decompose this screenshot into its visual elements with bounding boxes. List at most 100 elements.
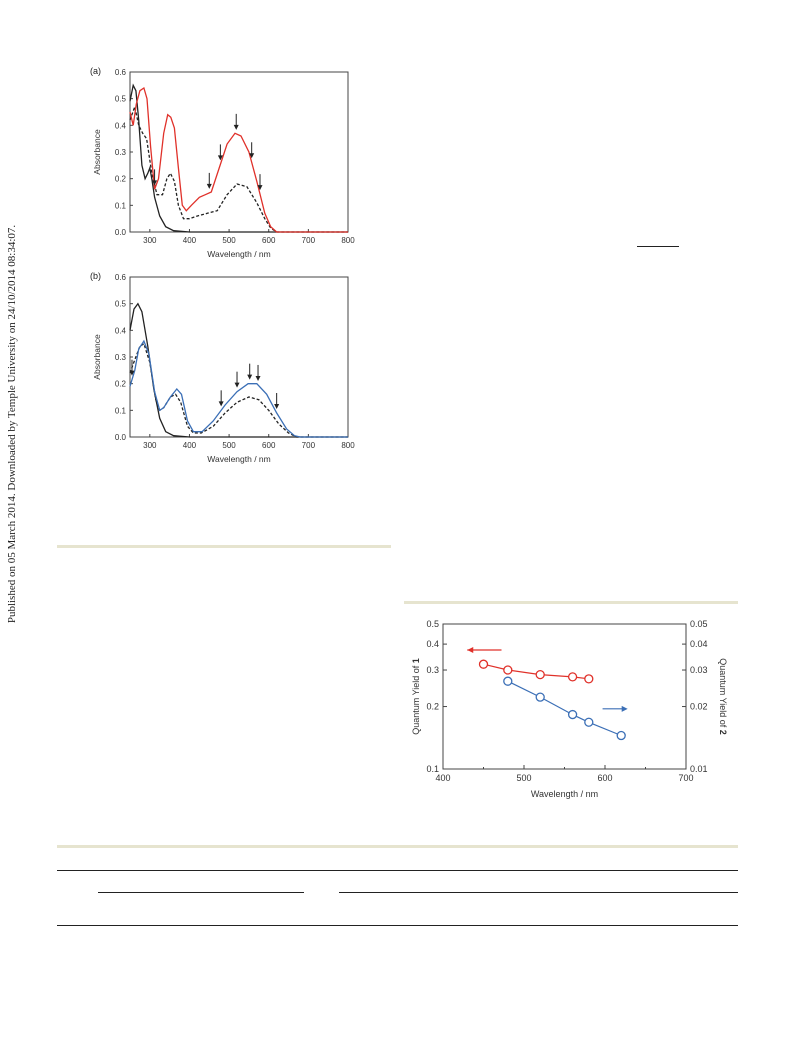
table-group-rule-left [98, 892, 304, 893]
arrow-head [206, 183, 212, 189]
y-right-axis-label-text: Quantum Yield of [718, 658, 728, 730]
y-tick-label: 0.0 [115, 433, 127, 442]
x-tick-label: 300 [143, 441, 157, 450]
annotation-arrow [234, 371, 240, 388]
y-tick-label: 0.6 [115, 68, 127, 77]
data-point [584, 674, 594, 684]
arrow-head [255, 375, 261, 381]
y-left-tick-label: 0.2 [426, 702, 439, 712]
annotation-arrow [247, 363, 253, 380]
series-line [129, 302, 348, 438]
y-right-tick-label: 0.01 [690, 764, 708, 774]
data-point [567, 672, 578, 682]
y-right-tick-label: 0.05 [690, 619, 708, 629]
arrow-head [217, 155, 223, 161]
data-point [535, 692, 545, 702]
y-left-tick-label: 0.4 [426, 639, 439, 649]
x-tick-label: 500 [516, 773, 531, 783]
arrow-head [257, 185, 263, 191]
series-line [129, 339, 348, 438]
arrow-head [247, 374, 253, 380]
x-tick-label: 500 [222, 441, 236, 450]
y-left-tick-label: 0.3 [426, 665, 439, 675]
y-right-tick-label: 0.04 [690, 639, 708, 649]
annotation-arrow [257, 174, 263, 191]
y-tick-label: 0.5 [115, 95, 127, 104]
download-watermark-text: Published on 05 March 2014. Downloaded b… [6, 224, 18, 624]
panel-label: (a) [90, 66, 101, 76]
section-divider-right [404, 601, 738, 604]
download-watermark: Published on 05 March 2014. Downloaded b… [0, 0, 24, 1039]
underline-mark [637, 246, 679, 247]
y-tick-label: 0.6 [115, 273, 127, 282]
arrow-head [274, 404, 280, 409]
annotation-arrow [218, 390, 224, 407]
x-tick-label: 600 [262, 236, 276, 245]
series-line [129, 104, 348, 233]
annotation-arrow [255, 364, 261, 381]
left-axis-indicator-head [467, 647, 474, 653]
annotation-arrow [249, 142, 255, 159]
x-axis-label: Wavelength / nm [207, 454, 270, 464]
y-tick-label: 0.4 [115, 326, 127, 335]
data-point [503, 676, 513, 686]
arrow-head [129, 370, 135, 376]
annotation-arrow [274, 393, 280, 409]
annotation-arrow [217, 144, 223, 161]
y-left-tick-label: 0.1 [426, 764, 439, 774]
absorbance-chart-a: (a) 300 400 500 600 700 800 0.0 0.1 0.2 0.3 0.4 0.5 0… [90, 66, 355, 259]
y-axis-label: Absorbance [92, 334, 102, 380]
arrow-head [234, 382, 240, 388]
y-tick-label: 0.1 [115, 406, 127, 415]
y-right-axis-label: Quantum Yield of 2 [718, 658, 728, 735]
y-right-tick-label: 0.03 [690, 665, 708, 675]
x-tick-label: 500 [222, 236, 236, 245]
quantum-yield-chart: 400 500 600 700 0.5 0.4 0.3 0.2 0.1 0.05 0.04 0.03 0… [411, 619, 728, 799]
x-tick-label: 300 [143, 236, 157, 245]
y-left-axis-label: Quantum Yield of 1 [411, 658, 421, 735]
x-tick-label: 700 [302, 236, 316, 245]
x-tick-label: 800 [341, 441, 355, 450]
absorbance-chart-b: (b) 300 400 500 600 700 800 0.0 0.1 0.2 0.3 0.4 0.5 0… [90, 271, 355, 464]
y-left-axis-label-text: Quantum Yield of [411, 663, 421, 735]
right-axis-indicator-head [621, 705, 628, 712]
y-tick-label: 0.4 [115, 121, 127, 130]
x-tick-label: 400 [183, 441, 197, 450]
x-tick-label: 400 [183, 236, 197, 245]
y-left-axis-label-compound: 1 [411, 658, 421, 663]
plot-frame [129, 71, 349, 233]
x-tick-label: 700 [302, 441, 316, 450]
y-right-axis-label-compound: 2 [718, 730, 728, 735]
y-left-tick-label: 0.5 [426, 619, 439, 629]
data-point [616, 730, 626, 741]
plot-frame [442, 623, 687, 770]
y-tick-label: 0.3 [115, 148, 127, 157]
series-line [129, 83, 348, 233]
arrow-head [249, 153, 255, 159]
annotation-arrow [206, 172, 212, 189]
data-point [567, 709, 578, 720]
data-point [478, 659, 489, 669]
arrow-head [152, 180, 158, 186]
y-tick-label: 0.3 [115, 353, 127, 362]
panel-label: (b) [90, 271, 101, 281]
x-tick-label: 700 [678, 773, 693, 783]
x-axis-label: Wavelength / nm [207, 249, 270, 259]
annotation-arrow [152, 169, 158, 186]
x-tick-label: 800 [341, 236, 355, 245]
arrow-head [218, 401, 224, 407]
y-tick-label: 0.5 [115, 300, 127, 309]
series-line [129, 86, 348, 233]
y-tick-label: 0.0 [115, 228, 127, 237]
x-tick-label: 600 [597, 773, 612, 783]
data-point [503, 665, 513, 675]
table-top-rule [57, 870, 738, 871]
annotation-arrow [129, 359, 135, 376]
x-axis-label: Wavelength / nm [531, 789, 598, 799]
y-right-tick-label: 0.02 [690, 702, 708, 712]
x-tick-label: 600 [262, 441, 276, 450]
plot-frame [129, 276, 349, 438]
table-group-rule-right [339, 892, 738, 893]
table-header-rule [57, 925, 738, 926]
data-point [584, 717, 594, 727]
